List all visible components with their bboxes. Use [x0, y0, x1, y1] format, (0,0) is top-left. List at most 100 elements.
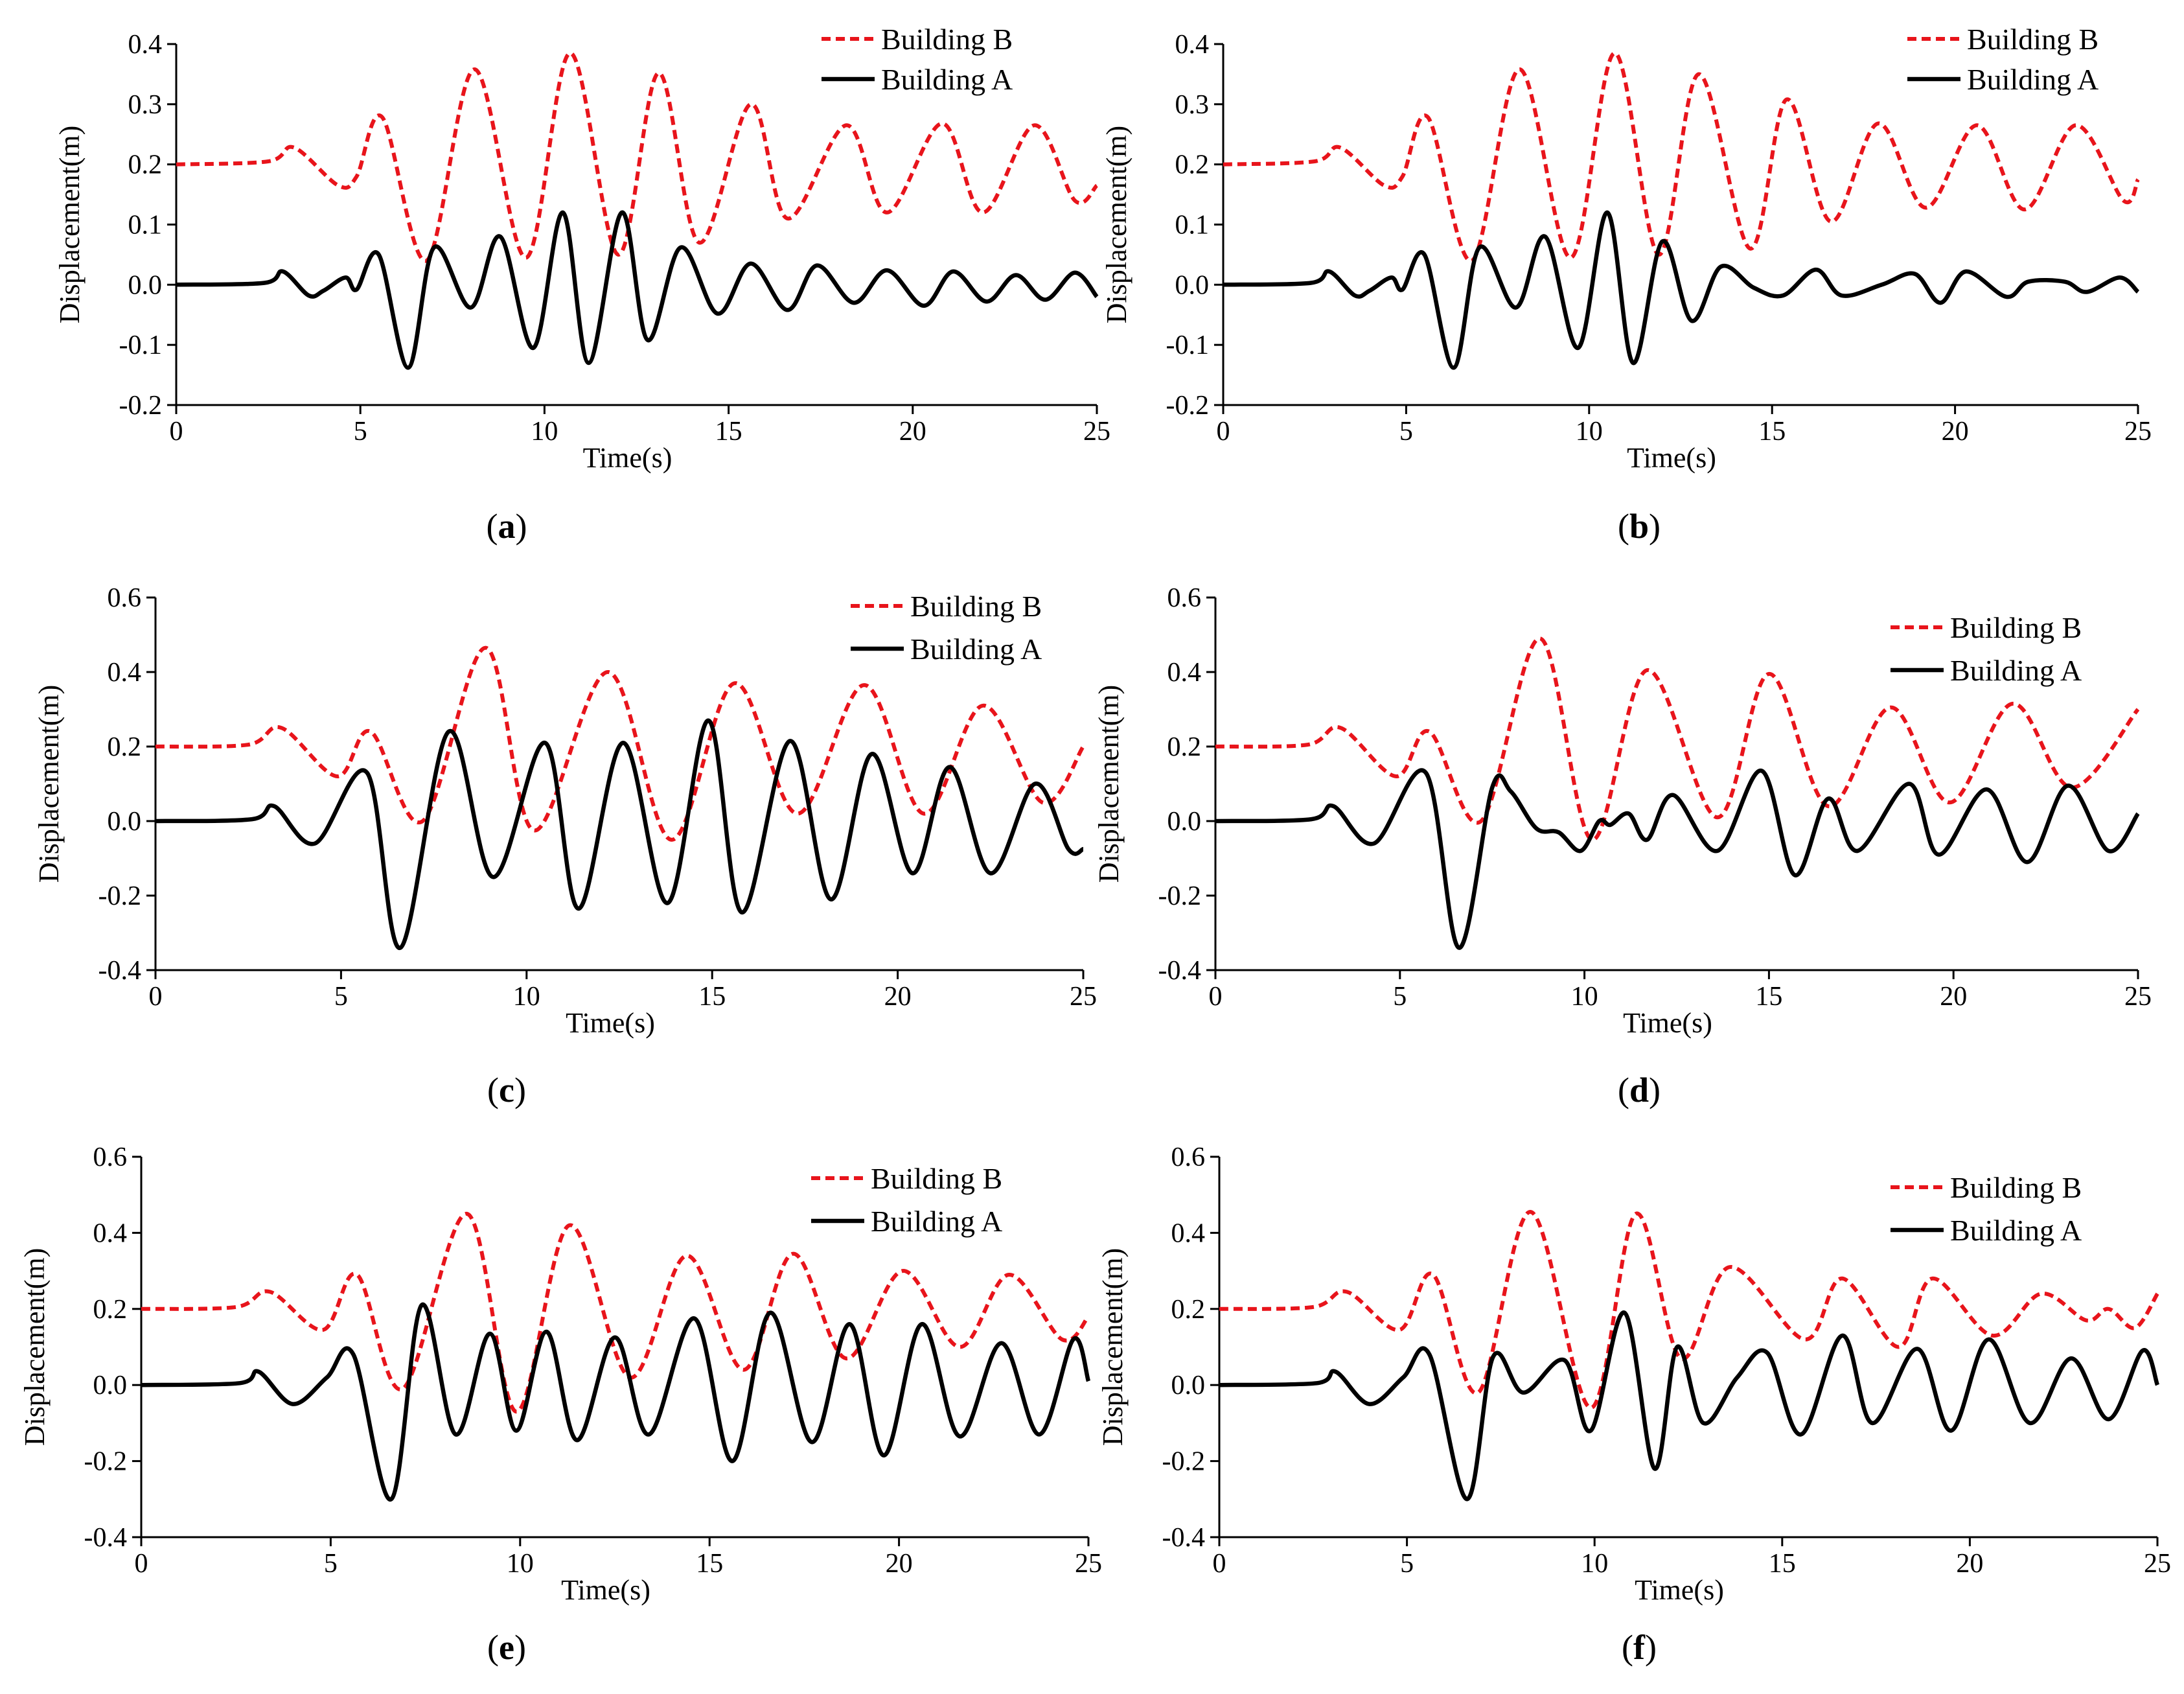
legend-label-building-a: Building A [881, 63, 1013, 96]
y-tick-label: 0.1 [1175, 211, 1210, 240]
x-tick-label: 25 [1070, 982, 1097, 1012]
x-tick-label: 15 [696, 1549, 723, 1579]
y-tick-label: -0.4 [98, 956, 142, 986]
x-tick-label: 20 [1942, 417, 1969, 447]
panel-a: 0 5 10 15 20 25 -0.2 -0.1 0.0 0.1 0.2 0.3 0.4 Time(s)… [54, 23, 1110, 546]
x-tick-label: 10 [1576, 417, 1603, 447]
y-tick-label: 0.6 [108, 583, 142, 613]
x-tick-label: 0 [135, 1549, 148, 1579]
panel-label-open-paren: ( [1622, 1628, 1633, 1667]
y-tick-label: 0.3 [1175, 90, 1210, 120]
y-tick-label: 0.0 [1175, 270, 1210, 300]
panel-label-letter: e [499, 1628, 514, 1667]
y-tick-label: 0.4 [1171, 1218, 1206, 1248]
series-line-building-a [141, 1303, 1091, 1502]
panel-label: (c) [487, 1071, 526, 1109]
x-tick-label: 10 [1571, 982, 1598, 1012]
x-tick-label: 5 [1399, 417, 1413, 447]
y-tick-label: -0.2 [84, 1447, 128, 1477]
panel-label-letter: a [498, 507, 516, 546]
y-tick-label: -0.1 [119, 331, 163, 360]
y-tick-label: 0.0 [108, 807, 142, 837]
x-tick-label: 10 [1581, 1549, 1608, 1579]
panel-label-letter: d [1629, 1071, 1649, 1109]
x-tick-label: 20 [899, 417, 926, 447]
y-tick-label: -0.4 [1158, 956, 1202, 986]
series-line-building-a [1223, 210, 2140, 370]
panel-f: 0 5 10 15 20 25 -0.4 -0.2 0.0 0.2 0.4 0.6 Time(s) Dis… [1097, 1143, 2171, 1667]
legend-label-building-b: Building B [871, 1162, 1002, 1195]
y-tick-label: -0.2 [1166, 391, 1210, 421]
panel-label-letter: b [1629, 507, 1649, 546]
y-tick-label: 0.2 [1167, 732, 1202, 762]
series-line-building-a [176, 210, 1099, 370]
x-tick-label: 10 [531, 417, 558, 447]
x-axis-title: Time(s) [1627, 442, 1716, 474]
legend-label-building-a: Building A [910, 632, 1042, 666]
x-tick-label: 10 [507, 1549, 534, 1579]
panel-label-close-paren: ) [1645, 1628, 1657, 1667]
x-tick-label: 25 [2124, 982, 2152, 1012]
panel-label-open-paren: ( [1618, 507, 1629, 546]
x-tick-label: 10 [513, 982, 540, 1012]
y-tick-label: 0.4 [93, 1218, 128, 1248]
series-line-building-a [1219, 1310, 2160, 1502]
x-tick-label: 15 [715, 417, 742, 447]
y-tick-label: 0.4 [1167, 658, 1202, 688]
y-tick-label: -0.2 [1162, 1447, 1206, 1477]
y-tick-label: -0.4 [1162, 1523, 1206, 1553]
y-tick-label: 0.0 [93, 1371, 128, 1400]
series-line-building-b [1215, 636, 2140, 842]
x-tick-label: 15 [1758, 417, 1786, 447]
x-tick-label: 20 [884, 982, 912, 1012]
x-tick-label: 5 [334, 982, 348, 1012]
panel-label-letter: c [499, 1071, 514, 1109]
panel-b: 0 5 10 15 20 25 -0.2 -0.1 0.0 0.1 0.2 0.3 0.4 Time(s)… [1101, 23, 2152, 546]
y-tick-label: 0.0 [128, 270, 163, 300]
y-tick-label: 0.2 [93, 1295, 128, 1325]
panel-c: 0 5 10 15 20 25 -0.4 -0.2 0.0 0.2 0.4 0.6 Time(s) Dis… [33, 583, 1097, 1109]
y-tick-label: -0.2 [1158, 881, 1202, 911]
y-axis-title: Displacement(m) [54, 126, 86, 323]
x-axis-title: Time(s) [566, 1007, 655, 1039]
x-tick-label: 25 [2124, 417, 2152, 447]
legend-label-building-a: Building A [1950, 1214, 2082, 1247]
panel-label: (f) [1622, 1628, 1657, 1667]
panel-label-close-paren: ) [1649, 507, 1661, 546]
panel-label-open-paren: ( [487, 1071, 499, 1109]
x-tick-label: 25 [2144, 1549, 2171, 1579]
x-tick-label: 0 [1209, 982, 1223, 1012]
x-tick-label: 5 [1400, 1549, 1414, 1579]
legend-label-building-b: Building B [1950, 611, 2082, 644]
y-tick-label: 0.6 [93, 1143, 128, 1172]
x-tick-label: 0 [170, 417, 183, 447]
panel-label-close-paren: ) [514, 1071, 526, 1109]
panel-label: (d) [1618, 1071, 1661, 1109]
panel-label: (e) [487, 1628, 526, 1667]
x-axis-title: Time(s) [1635, 1574, 1724, 1606]
series-line-building-b [141, 1212, 1090, 1414]
y-tick-label: 0.4 [128, 30, 163, 60]
series-line-building-a [1215, 768, 2140, 950]
x-tick-label: 25 [1075, 1549, 1102, 1579]
y-tick-label: 0.1 [128, 211, 163, 240]
x-axis-title: Time(s) [561, 1574, 650, 1606]
x-tick-label: 0 [1213, 1549, 1226, 1579]
series-line-building-b [1223, 51, 2140, 263]
y-axis-title: Displacement(m) [1097, 1248, 1129, 1446]
x-tick-label: 20 [1940, 982, 1967, 1012]
y-tick-label: 0.6 [1167, 583, 1202, 613]
y-tick-label: 0.6 [1171, 1143, 1206, 1172]
y-tick-label: 0.0 [1167, 807, 1202, 837]
y-tick-label: -0.2 [119, 391, 163, 421]
series-line-building-b [176, 51, 1099, 263]
series-line-building-b [155, 645, 1085, 842]
panel-label-open-paren: ( [487, 1628, 499, 1667]
y-tick-label: 0.2 [128, 150, 163, 180]
y-tick-label: 0.4 [108, 658, 142, 688]
x-axis-title: Time(s) [583, 442, 672, 474]
x-tick-label: 5 [354, 417, 367, 447]
x-tick-label: 15 [698, 982, 726, 1012]
y-axis-title: Displacement(m) [19, 1248, 51, 1446]
x-tick-label: 15 [1769, 1549, 1796, 1579]
